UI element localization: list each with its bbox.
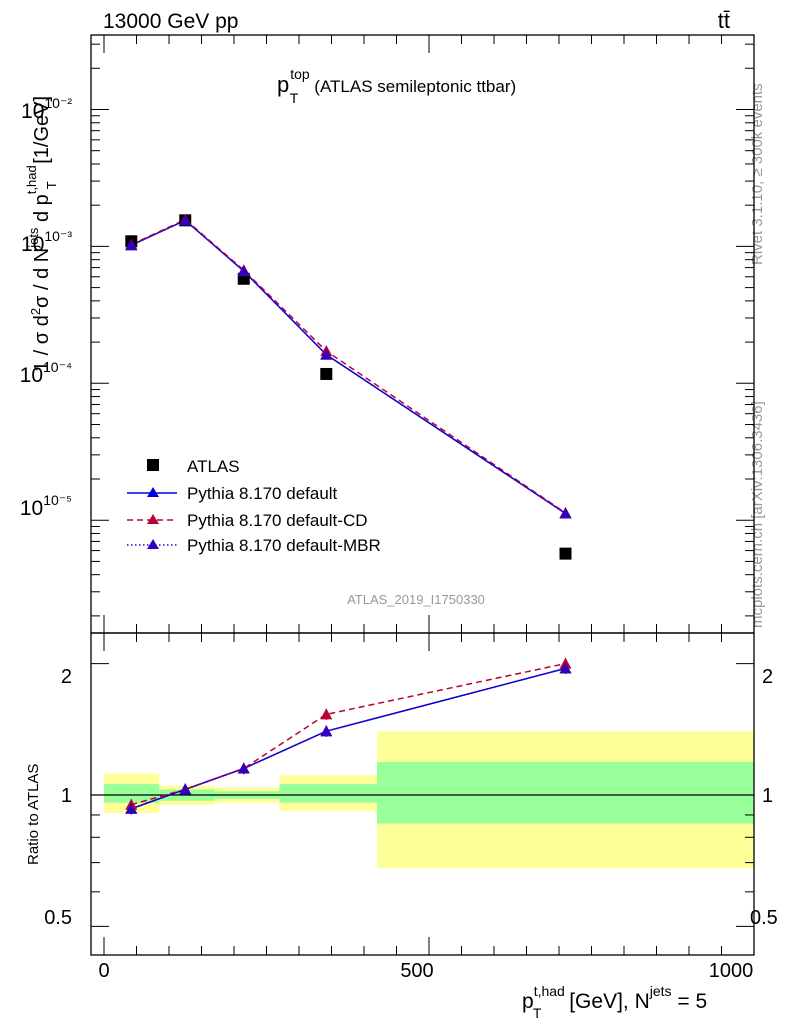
main-point-mbr xyxy=(237,265,250,277)
ratio-series-markers xyxy=(125,657,572,815)
main-point-mbr xyxy=(320,348,333,360)
atlas-data-point xyxy=(559,547,572,560)
legend: ATLAS Pythia 8.170 default Pythia 8.170 … xyxy=(127,457,381,555)
ratio-ytick-right-1: 1 xyxy=(762,785,773,807)
ratio-point-mbr xyxy=(559,662,572,674)
ratio-y-axis-label: Ratio to ATLAS xyxy=(25,764,42,865)
legend-label-default: Pythia 8.170 default xyxy=(187,484,338,503)
legend-label-mbr: Pythia 8.170 default-MBR xyxy=(187,536,381,555)
xtick-label-0: 0 xyxy=(98,960,109,982)
legend-marker-default xyxy=(147,487,159,497)
legend-marker-atlas xyxy=(147,459,159,471)
ratio-ytick-left-0.5: 0.5 xyxy=(44,907,72,929)
main-point-mbr xyxy=(559,507,572,519)
legend-marker-cd xyxy=(147,514,159,524)
ytick-1e-2-exp: 10⁻² xyxy=(44,95,72,111)
analysis-watermark: ATLAS_2019_I1750330 xyxy=(347,592,485,607)
ratio-band-inner xyxy=(377,762,754,824)
main-axis-ticks xyxy=(91,35,755,633)
title-sup: top xyxy=(290,66,310,82)
xtick-label-500: 500 xyxy=(400,960,433,982)
ratio-ytick-left-1: 1 xyxy=(61,785,72,807)
xtick-label-1000: 1000 xyxy=(709,960,754,982)
ratio-point-cd xyxy=(320,708,333,720)
ytick-1e-5-exp: 10⁻⁵ xyxy=(43,492,72,508)
x-axis-label: pt,had T [GeV], Njets = 5 xyxy=(522,983,707,1021)
ytick-1e-3-exp: 10⁻³ xyxy=(44,228,72,244)
ratio-axis-ticks xyxy=(91,633,755,955)
rivet-label: Rivet 3.1.10, ≥ 300k events xyxy=(749,83,766,265)
ratio-ytick-right-0.5: 0.5 xyxy=(750,907,778,929)
main-point-mbr xyxy=(179,214,192,226)
ratio-point-mbr xyxy=(320,725,333,737)
title-suffix: (ATLAS semileptonic ttbar) xyxy=(314,77,516,96)
chart-title: ptop T (ATLAS semileptonic ttbar) xyxy=(277,66,516,106)
legend-label-atlas: ATLAS xyxy=(187,457,240,476)
ratio-frame xyxy=(90,632,755,956)
ratio-band-inner xyxy=(104,783,160,803)
main-panel: 1010⁻⁵ 1010⁻⁴ 1010⁻³ 1010⁻² ptop T(ATLAS … xyxy=(20,34,755,634)
title-sub: T xyxy=(290,90,299,106)
legend-marker-mbr xyxy=(147,539,159,549)
ratio-ytick-right-2: 2 xyxy=(762,666,773,688)
ytick-label-1e-5: 1010⁻⁵ xyxy=(20,492,72,520)
ratio-line-mbr xyxy=(131,667,566,810)
ratio-point-mbr xyxy=(125,802,138,814)
ytick-1e-4-exp: 10⁻⁴ xyxy=(43,359,72,375)
legend-label-cd: Pythia 8.170 default-CD xyxy=(187,511,368,530)
ratio-uncertainty-bands xyxy=(104,731,754,869)
main-series-markers xyxy=(125,213,572,560)
ratio-ytick-left-2: 2 xyxy=(61,666,72,688)
energy-label: 13000 GeV pp xyxy=(103,10,238,33)
ratio-point-mbr xyxy=(179,783,192,795)
process-label: tt̄ xyxy=(718,8,730,33)
ratio-point-mbr xyxy=(237,762,250,774)
main-point-mbr xyxy=(125,239,138,251)
title-base: p xyxy=(277,72,289,97)
ratio-panel: 2 1 0.5 2 1 0.5 Ratio to ATLAS 0 500 100… xyxy=(25,632,778,1021)
atlas-data-point xyxy=(320,367,333,380)
mcplots-label: mcplots.cern.ch [arXiv:1306.3436] xyxy=(749,401,766,628)
ratio-band-inner xyxy=(279,783,377,803)
